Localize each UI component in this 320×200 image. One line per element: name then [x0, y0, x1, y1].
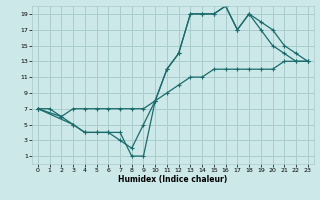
X-axis label: Humidex (Indice chaleur): Humidex (Indice chaleur): [118, 175, 228, 184]
